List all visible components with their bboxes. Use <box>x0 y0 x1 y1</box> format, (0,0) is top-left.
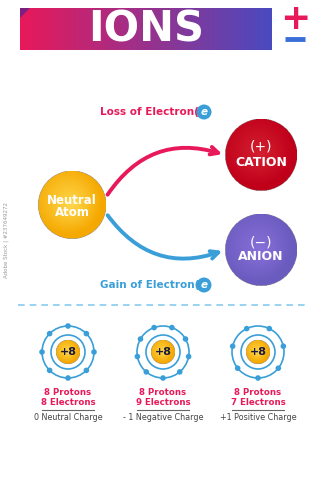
FancyArrowPatch shape <box>108 147 218 194</box>
Text: 7 Electrons: 7 Electrons <box>230 398 285 407</box>
Text: ANION: ANION <box>238 250 284 264</box>
Text: e: e <box>200 107 208 117</box>
Text: 8 Electrons: 8 Electrons <box>41 398 95 407</box>
Circle shape <box>244 326 249 332</box>
Text: Neutral: Neutral <box>47 194 97 206</box>
Text: +8: +8 <box>60 347 77 357</box>
Polygon shape <box>20 8 30 18</box>
Circle shape <box>83 368 89 373</box>
Text: Loss of Electron(s): Loss of Electron(s) <box>100 107 210 117</box>
Circle shape <box>186 354 191 360</box>
Circle shape <box>138 336 143 342</box>
Circle shape <box>65 323 71 329</box>
Circle shape <box>183 336 188 342</box>
Text: 0 Neutral Charge: 0 Neutral Charge <box>34 413 102 422</box>
Text: Atom: Atom <box>54 206 89 220</box>
Text: 8 Protons: 8 Protons <box>44 388 92 397</box>
Circle shape <box>151 325 157 330</box>
Circle shape <box>255 375 261 381</box>
FancyArrowPatch shape <box>108 215 218 258</box>
Text: Adobe Stock | #237649272: Adobe Stock | #237649272 <box>3 202 9 278</box>
Circle shape <box>143 369 149 374</box>
Text: 9 Electrons: 9 Electrons <box>136 398 190 407</box>
Circle shape <box>47 331 52 336</box>
Text: +: + <box>280 2 310 36</box>
Text: +1 Positive Charge: +1 Positive Charge <box>220 413 296 422</box>
Circle shape <box>91 349 97 355</box>
Circle shape <box>83 331 89 336</box>
Text: (−): (−) <box>250 235 272 249</box>
Circle shape <box>281 344 286 349</box>
Text: 8 Protons: 8 Protons <box>140 388 186 397</box>
Text: +8: +8 <box>155 347 171 357</box>
Text: e: e <box>200 280 208 290</box>
Circle shape <box>65 375 71 381</box>
Circle shape <box>235 366 241 371</box>
Circle shape <box>39 349 45 355</box>
Text: CATION: CATION <box>235 156 287 168</box>
Circle shape <box>197 104 212 120</box>
Text: 8 Protons: 8 Protons <box>234 388 282 397</box>
Circle shape <box>197 278 212 292</box>
Text: Gain of Electron(s): Gain of Electron(s) <box>100 280 210 290</box>
Text: +8: +8 <box>249 347 266 357</box>
Circle shape <box>266 326 272 332</box>
Text: - 1 Negative Charge: - 1 Negative Charge <box>123 413 203 422</box>
Circle shape <box>275 366 281 371</box>
Circle shape <box>47 368 52 373</box>
Circle shape <box>135 354 140 360</box>
Circle shape <box>177 369 183 374</box>
Circle shape <box>230 344 235 349</box>
Text: (+): (+) <box>250 140 272 154</box>
Circle shape <box>169 325 175 330</box>
Text: IONS: IONS <box>88 8 204 50</box>
Circle shape <box>160 375 166 381</box>
